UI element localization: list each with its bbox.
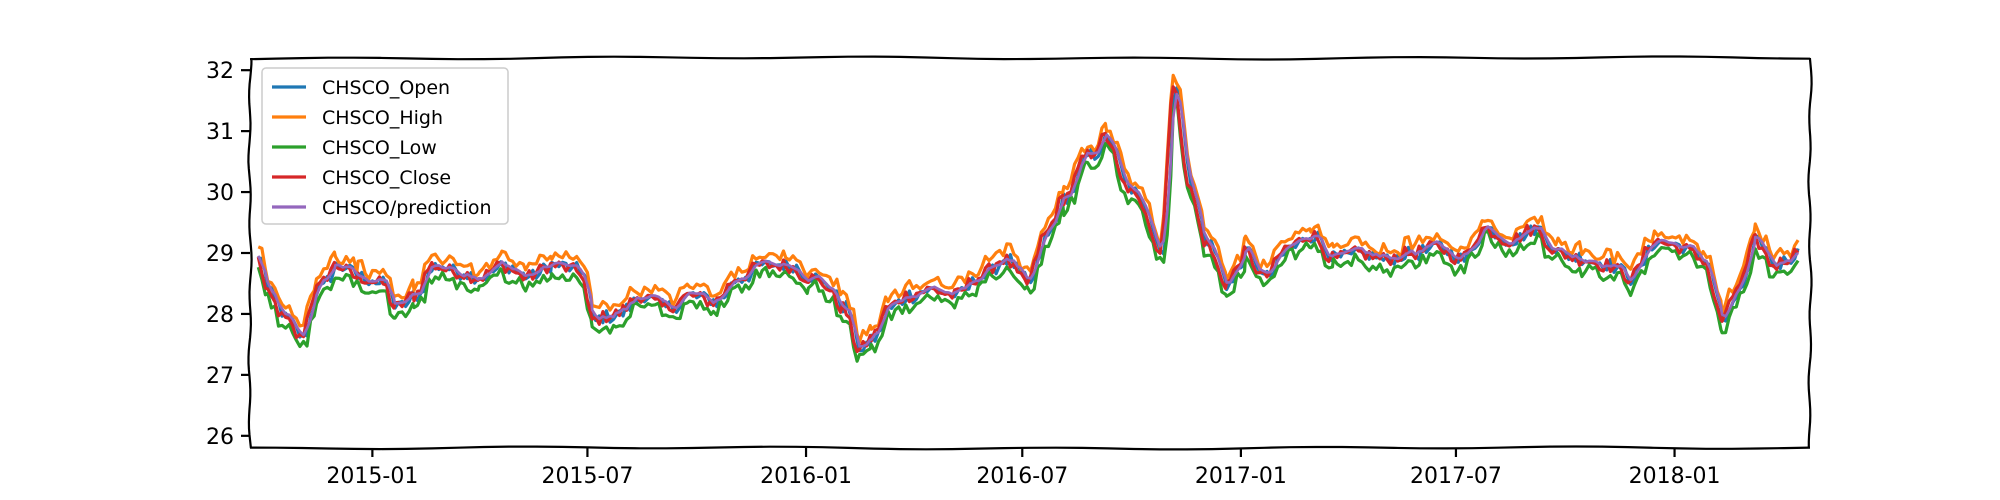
y-tick-label-29: 29 xyxy=(206,242,234,267)
y-tick-label-32: 32 xyxy=(206,59,234,84)
x-tick-label-2016-07: 2016-07 xyxy=(976,464,1068,489)
x-tick-label-2015-07: 2015-07 xyxy=(541,464,633,489)
x-tick-label-2015-01: 2015-01 xyxy=(326,464,418,489)
legend-label-chsco-open: CHSCO_Open xyxy=(322,77,450,99)
legend-box xyxy=(261,67,509,225)
series-line-chsco-high xyxy=(257,73,1800,344)
legend: CHSCO_Open CHSCO_High CHSCO_Low CHSCO_Close… xyxy=(261,67,509,225)
plot-frame xyxy=(247,55,1813,451)
legend-label-chsco-prediction: CHSCO/prediction xyxy=(322,197,492,219)
series-layer xyxy=(256,73,1800,363)
x-tick-label-2016-01: 2016-01 xyxy=(760,464,852,489)
y-tick-label-27: 27 xyxy=(206,364,234,389)
x-tick-label-2018-01: 2018-01 xyxy=(1629,464,1721,489)
y-tick-label-28: 28 xyxy=(206,303,234,328)
legend-label-chsco-low: CHSCO_Low xyxy=(322,137,437,159)
y-tick-label-30: 30 xyxy=(206,181,234,206)
legend-label-chsco-close: CHSCO_Close xyxy=(322,167,451,189)
y-tick-label-31: 31 xyxy=(206,120,234,145)
y-axis: 26 27 28 29 30 31 32 xyxy=(206,59,250,450)
x-axis: 2015-01 2015-07 2016-01 2016-07 2017-01 2017-… xyxy=(326,448,1721,489)
y-tick-label-26: 26 xyxy=(206,425,234,450)
x-tick-label-2017-07: 2017-07 xyxy=(1410,464,1502,489)
legend-label-chsco-high: CHSCO_High xyxy=(322,107,443,129)
x-tick-label-2017-01: 2017-01 xyxy=(1195,464,1287,489)
series-line-chsco-prediction xyxy=(257,92,1800,348)
